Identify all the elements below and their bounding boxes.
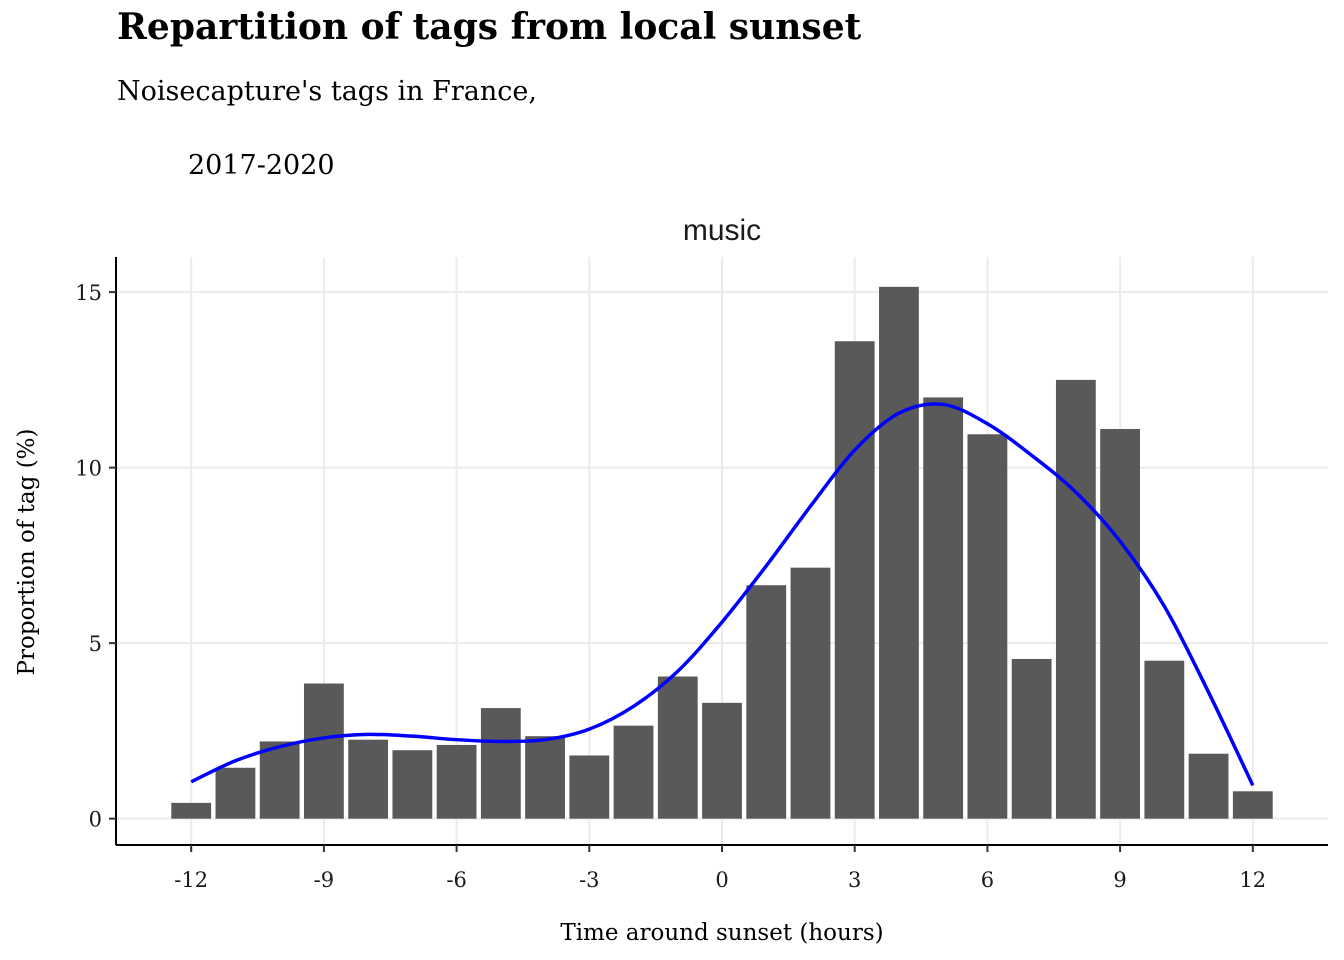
bar	[1011, 658, 1052, 819]
bars	[171, 286, 1273, 819]
x-axis-label: Time around sunset (hours)	[560, 920, 883, 946]
bar	[392, 750, 433, 819]
y-tick-label: 15	[75, 281, 102, 305]
bar	[348, 739, 389, 819]
bar	[657, 676, 698, 819]
x-tick-label: 9	[1113, 868, 1126, 892]
y-tick-label: 5	[89, 632, 102, 656]
bar	[525, 736, 565, 819]
x-tick-label: -12	[174, 868, 208, 892]
bar	[746, 585, 787, 819]
bar	[879, 286, 919, 819]
bar	[436, 744, 477, 819]
bar	[303, 683, 344, 819]
bar	[480, 708, 521, 819]
x-tick-label: -3	[579, 868, 599, 892]
facet-label: music	[683, 214, 761, 247]
smooth-trend-line	[190, 402, 1255, 787]
x-tick-label: 12	[1239, 868, 1266, 892]
x-tick-label: 3	[848, 868, 861, 892]
bar	[1188, 753, 1229, 819]
bar	[923, 397, 964, 819]
bar	[1232, 791, 1273, 819]
bar	[790, 567, 831, 819]
bar	[1144, 660, 1185, 819]
bar	[1100, 429, 1141, 819]
bar	[171, 802, 212, 819]
x-tick-label: 0	[715, 868, 728, 892]
bar	[215, 767, 256, 819]
bar	[702, 702, 742, 819]
bar	[1055, 379, 1096, 819]
bar	[259, 741, 300, 819]
x-axis-ticks: -12 -9 -6 -3 0 3 6 9 12	[174, 845, 1266, 892]
bar	[569, 755, 610, 819]
x-tick-label: -9	[314, 868, 334, 892]
chart-subtitle: Noisecapture's tags in France,	[117, 76, 537, 107]
x-tick-label: 6	[981, 868, 994, 892]
bar	[834, 341, 875, 819]
y-axis-ticks: 0 5 10 15	[75, 281, 116, 832]
bar	[967, 434, 1008, 819]
x-tick-label: -6	[446, 868, 466, 892]
chart-subtitle-years: 2017-2020	[188, 150, 335, 181]
y-tick-label: 10	[75, 457, 102, 481]
bar	[613, 725, 654, 819]
chart-title: Repartition of tags from local sunset	[117, 6, 862, 48]
y-tick-label: 0	[89, 808, 102, 832]
y-axis-label: Proportion of tag (%)	[14, 429, 40, 676]
